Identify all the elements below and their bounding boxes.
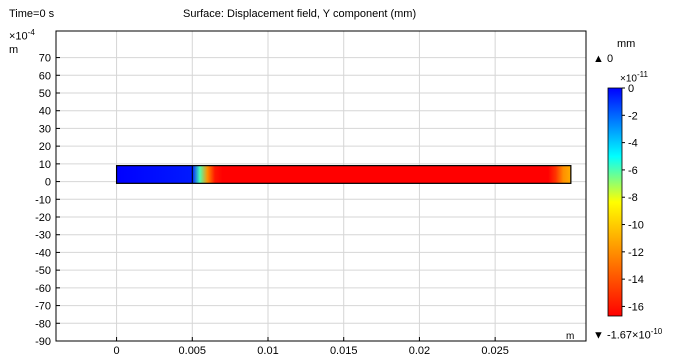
y-tick-label: -50 xyxy=(35,265,51,277)
y-tick-label: -90 xyxy=(35,336,51,348)
x-tick-label: 0.025 xyxy=(481,345,509,356)
y-tick-label: -10 xyxy=(35,194,51,206)
beam-layer xyxy=(115,165,572,184)
plot-frame xyxy=(55,30,587,342)
y-tick-label: -40 xyxy=(35,247,51,259)
triangle-down-icon: ▼ xyxy=(593,329,604,342)
ticks-layer: 0 0.005 0.01 0.015 0.02 0.025 70 60 50 40 30 20 10 0 -… xyxy=(35,53,509,356)
y-axis-unit: m xyxy=(9,44,19,56)
colorbar-tick-label: -2 xyxy=(628,110,638,122)
y-tick-label: 10 xyxy=(39,159,51,171)
colorbar-tick-label: -16 xyxy=(628,301,644,313)
colorbar-tick-label: -6 xyxy=(628,165,638,177)
colorbar-exponent: ×10-11 xyxy=(620,70,648,85)
colorbar-tick-label: -10 xyxy=(628,220,644,232)
x-tick-label: 0.005 xyxy=(179,345,207,356)
y-axis-exponent: ×10-4 xyxy=(9,28,35,43)
plot-title: Surface: Displacement field, Y component… xyxy=(183,8,417,20)
beam-domain xyxy=(115,165,572,184)
x-tick-label: 0.02 xyxy=(409,345,430,356)
y-tick-label: -30 xyxy=(35,230,51,242)
grid-layer xyxy=(56,31,586,342)
colorbar-max-label: ▲ 0 xyxy=(593,53,614,65)
colorbar-unit: mm xyxy=(617,38,636,50)
colorbar-tick-label: -12 xyxy=(628,247,644,259)
x-tick-label: 0.015 xyxy=(330,345,358,356)
y-tick-label: -70 xyxy=(35,301,51,313)
colorbar-tick-label: -4 xyxy=(628,138,638,150)
colorbar-tick-label: -14 xyxy=(628,274,644,286)
colorbar-tick-label: -8 xyxy=(628,192,638,204)
colorbar-layer: 0 -2 -4 -6 -8 -10 -12 -14 -16 xyxy=(607,83,644,317)
colorbar-tick-label: 0 xyxy=(628,83,634,95)
triangle-up-icon: ▲ xyxy=(593,53,604,65)
time-label: Time=0 s xyxy=(9,8,55,20)
y-tick-label: -80 xyxy=(35,318,51,330)
colorbar-min-label: ▼ -1.67×10-10 xyxy=(593,327,663,342)
x-tick-label: 0.01 xyxy=(257,345,278,356)
y-tick-label: 40 xyxy=(39,106,51,118)
y-tick-label: 70 xyxy=(39,53,51,65)
y-tick-label: -60 xyxy=(35,283,51,295)
y-tick-label: 60 xyxy=(39,70,51,82)
y-tick-label: 30 xyxy=(39,123,51,135)
x-axis-unit: m xyxy=(566,331,575,342)
x-tick-label: 0 xyxy=(114,345,120,356)
y-tick-label: -20 xyxy=(35,212,51,224)
colorbar-gradient xyxy=(607,87,623,317)
y-tick-label: 0 xyxy=(45,177,51,189)
y-tick-label: 20 xyxy=(39,141,51,153)
y-tick-label: 50 xyxy=(39,88,51,100)
